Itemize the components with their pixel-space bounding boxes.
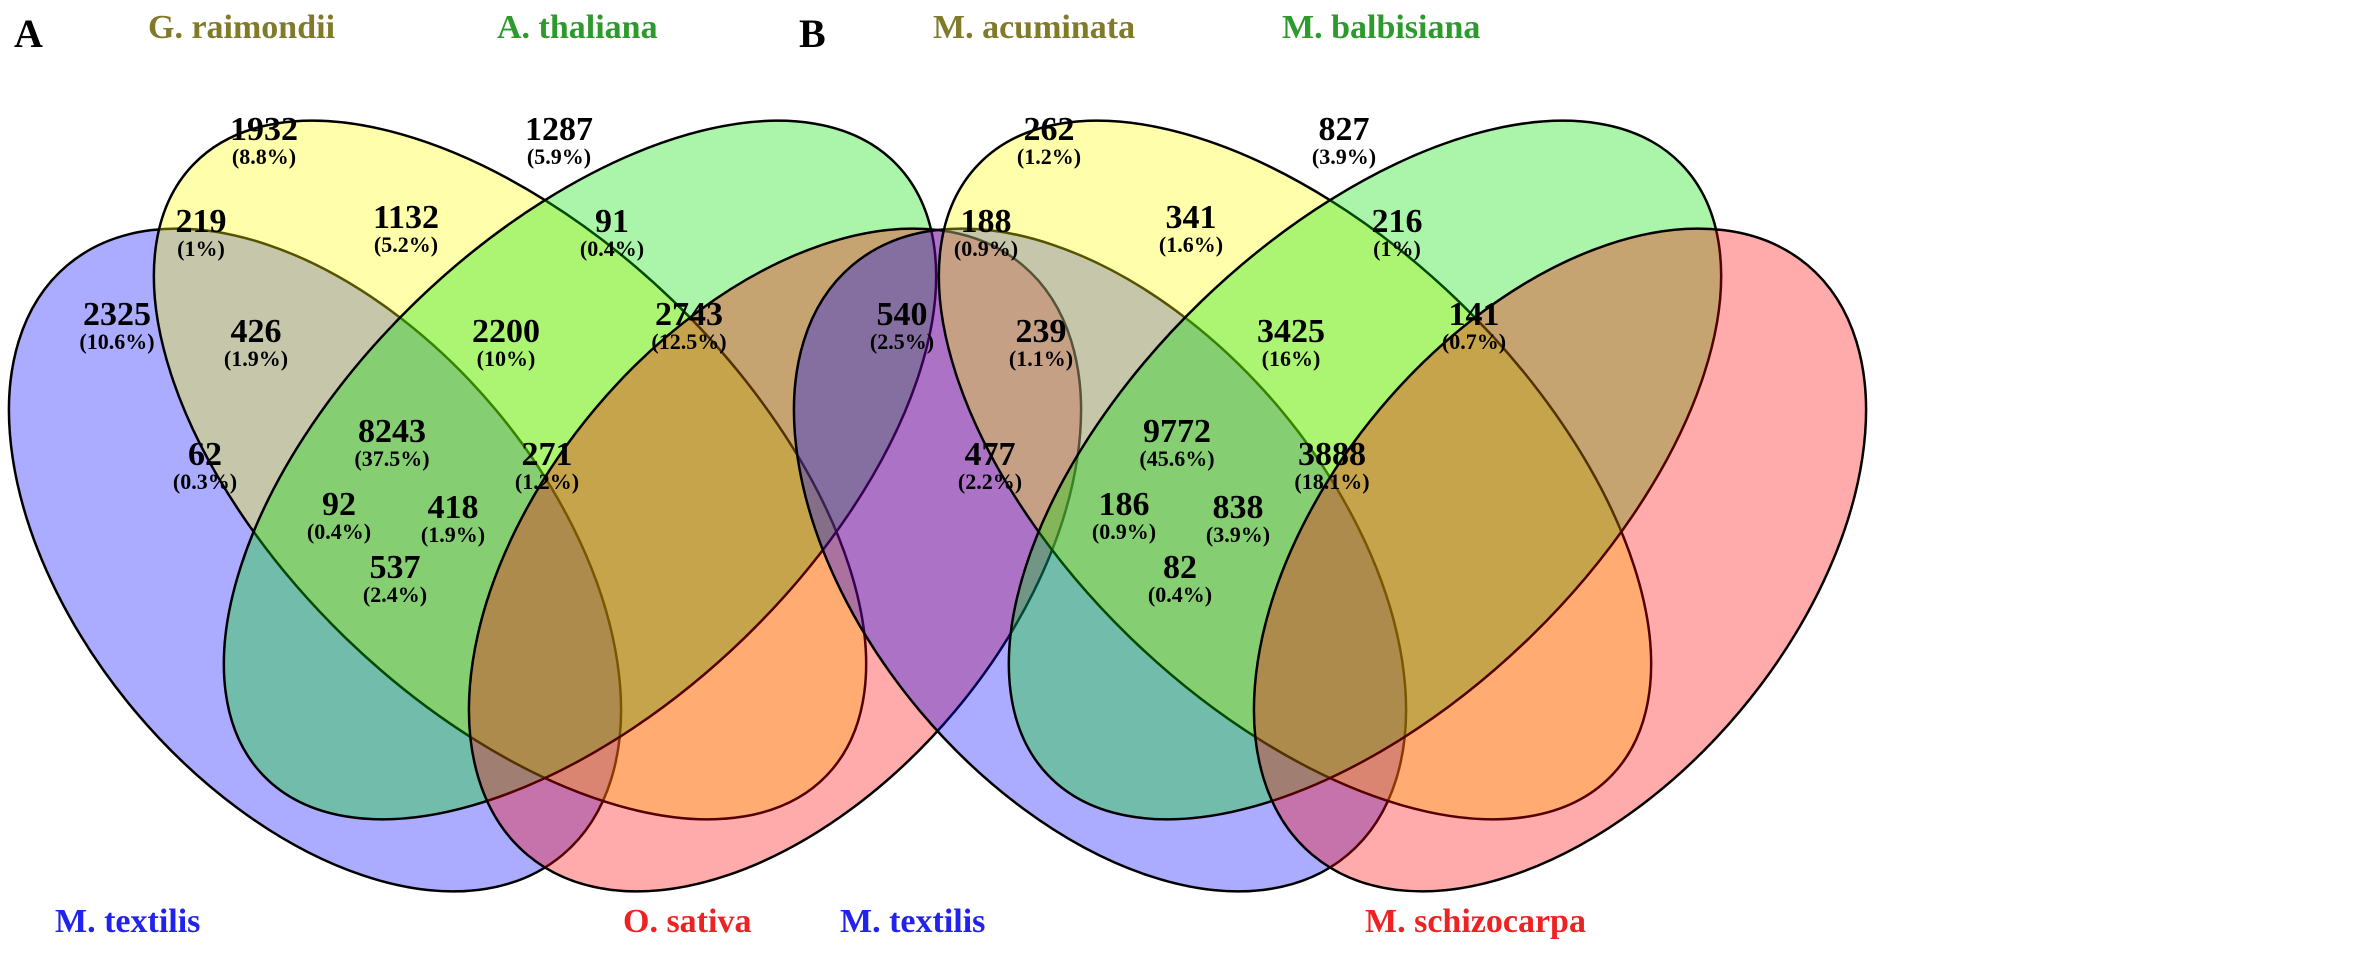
region-count: 540 (877, 296, 928, 333)
region-count: 91 (595, 203, 629, 240)
region-count: 426 (231, 313, 282, 350)
panel-b: B M. acuminata M. balbisiana M. textilis… (792, 9, 1868, 940)
set-ellipse-balbisiana (1007, 119, 1723, 821)
region-percent: (8.8%) (232, 144, 296, 169)
region-count: 537 (370, 549, 421, 586)
region-percent: (12.5%) (651, 329, 726, 354)
region-count: 2200 (472, 313, 540, 350)
region-percent: (1.6%) (1159, 232, 1223, 257)
region-count: 92 (322, 486, 356, 523)
region-percent: (0.9%) (1092, 519, 1156, 544)
set-ellipse-textilis (792, 227, 1408, 893)
region-percent: (18.1%) (1294, 469, 1369, 494)
region-count: 2325 (83, 296, 151, 333)
region-percent: (1.9%) (421, 522, 485, 547)
region-percent: (0.9%) (954, 236, 1018, 261)
region-count: 1287 (525, 111, 593, 148)
set-label-acuminata: M. acuminata (933, 9, 1135, 46)
region-count: 188 (961, 203, 1012, 240)
region-count: 1932 (230, 111, 298, 148)
set-label-raimondii: G. raimondii (148, 9, 335, 46)
region-percent: (0.3%) (173, 469, 237, 494)
region-percent: (16%) (1262, 346, 1321, 371)
region-count: 1132 (373, 199, 439, 236)
region-percent: (3.9%) (1206, 522, 1270, 547)
region-percent: (2.5%) (870, 329, 934, 354)
region-percent: (2.2%) (958, 469, 1022, 494)
region-percent: (45.6%) (1139, 446, 1214, 471)
set-label-schizocarpa: M. schizocarpa (1365, 903, 1586, 940)
region-count: 141 (1449, 296, 1500, 333)
region-percent: (10%) (477, 346, 536, 371)
region-percent: (10.6%) (79, 329, 154, 354)
region-percent: (0.7%) (1442, 329, 1506, 354)
region-percent: (5.2%) (374, 232, 438, 257)
region-count: 262 (1024, 111, 1075, 148)
region-percent: (1.2%) (515, 469, 579, 494)
region-count: 3888 (1298, 436, 1366, 473)
set-label-balbisiana: M. balbisiana (1282, 9, 1480, 46)
region-count: 418 (428, 489, 479, 526)
region-count: 216 (1372, 203, 1423, 240)
region-count: 271 (522, 436, 573, 473)
region-percent: (1.1%) (1009, 346, 1073, 371)
region-count: 2743 (655, 296, 723, 333)
panel-label: B (799, 11, 826, 56)
region-percent: (0.4%) (1148, 582, 1212, 607)
region-count: 239 (1016, 313, 1067, 350)
set-label-sativa: O. sativa (623, 903, 751, 940)
region-percent: (1%) (1373, 236, 1421, 261)
set-label-textilis: M. textilis (55, 903, 200, 940)
region-count: 62 (188, 436, 222, 473)
set-ellipse-raimondii (152, 119, 868, 821)
region-count: 827 (1319, 111, 1370, 148)
region-count: 8243 (358, 413, 426, 450)
set-ellipse-schizocarpa (1252, 227, 1868, 893)
set-ellipse-textilis (7, 227, 623, 893)
set-ellipse-thaliana (222, 119, 938, 821)
set-label-thaliana: A. thaliana (497, 9, 658, 46)
region-percent: (1.9%) (224, 346, 288, 371)
region-count: 82 (1163, 549, 1197, 586)
region-count: 186 (1099, 486, 1150, 523)
region-count: 838 (1213, 489, 1264, 526)
set-label-textilis: M. textilis (840, 903, 985, 940)
region-percent: (1.2%) (1017, 144, 1081, 169)
region-percent: (0.4%) (580, 236, 644, 261)
region-percent: (5.9%) (527, 144, 591, 169)
region-count: 3425 (1257, 313, 1325, 350)
set-ellipse-sativa (467, 227, 1083, 893)
region-percent: (0.4%) (307, 519, 371, 544)
region-count: 9772 (1143, 413, 1211, 450)
panel-a: A G. raimondii A. thaliana M. textilis O… (7, 9, 1083, 940)
region-count: 341 (1166, 199, 1217, 236)
region-count: 219 (176, 203, 227, 240)
region-percent: (37.5%) (354, 446, 429, 471)
region-count: 477 (965, 436, 1016, 473)
region-percent: (1%) (177, 236, 225, 261)
region-percent: (3.9%) (1312, 144, 1376, 169)
region-percent: (2.4%) (363, 582, 427, 607)
panel-label: A (14, 11, 43, 56)
set-ellipse-acuminata (937, 119, 1653, 821)
